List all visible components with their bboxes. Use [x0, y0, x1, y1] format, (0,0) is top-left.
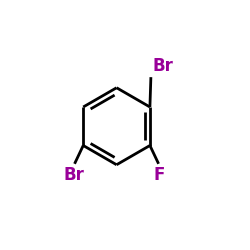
Text: Br: Br [153, 57, 174, 75]
Text: F: F [154, 166, 165, 184]
Text: Br: Br [63, 166, 84, 184]
